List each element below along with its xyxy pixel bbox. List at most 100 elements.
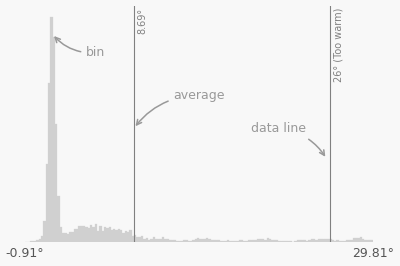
Bar [220, 241, 222, 242]
Bar [122, 233, 125, 242]
Bar [366, 240, 369, 242]
Bar [213, 240, 216, 242]
Bar [278, 241, 280, 242]
Bar [360, 237, 362, 242]
Bar [308, 240, 311, 242]
Bar [60, 227, 62, 242]
Bar [250, 240, 253, 242]
Bar [194, 239, 197, 242]
Bar [132, 236, 134, 242]
Bar [41, 236, 44, 242]
Bar [311, 239, 313, 242]
Bar [153, 237, 155, 242]
Bar [32, 241, 34, 242]
Bar [69, 232, 71, 242]
Bar [211, 240, 213, 242]
Bar [148, 240, 150, 242]
Bar [369, 240, 371, 242]
Bar [232, 241, 234, 242]
Bar [364, 240, 366, 242]
Bar [99, 226, 102, 242]
Text: 8.69°: 8.69° [137, 8, 147, 34]
Text: data line: data line [251, 122, 324, 155]
Bar [150, 239, 153, 242]
Bar [162, 237, 164, 242]
Bar [160, 239, 162, 242]
Bar [58, 197, 60, 242]
Bar [285, 241, 288, 242]
Bar [64, 234, 67, 242]
Bar [55, 124, 58, 242]
Bar [176, 241, 178, 242]
Bar [116, 230, 118, 242]
Bar [332, 240, 334, 242]
Bar [204, 239, 206, 242]
Bar [299, 240, 302, 242]
Bar [262, 239, 264, 242]
Bar [46, 164, 48, 242]
Bar [155, 239, 157, 242]
Bar [264, 240, 266, 242]
Bar [297, 240, 299, 242]
Bar [348, 240, 350, 242]
Bar [36, 240, 39, 242]
Bar [171, 240, 174, 242]
Bar [97, 231, 99, 242]
Bar [322, 239, 325, 242]
Bar [50, 17, 53, 242]
Text: bin: bin [55, 37, 106, 59]
Bar [352, 238, 355, 242]
Bar [136, 238, 139, 242]
Bar [229, 241, 232, 242]
Bar [188, 241, 190, 242]
Bar [218, 240, 220, 242]
Bar [274, 240, 276, 242]
Bar [222, 241, 225, 242]
Bar [125, 231, 127, 242]
Bar [325, 239, 327, 242]
Bar [185, 240, 188, 242]
Bar [276, 240, 278, 242]
Bar [81, 226, 83, 242]
Bar [146, 238, 148, 242]
Bar [208, 239, 211, 242]
Bar [164, 239, 167, 242]
Bar [329, 239, 332, 242]
Bar [120, 230, 122, 242]
Bar [139, 237, 141, 242]
Bar [271, 240, 274, 242]
Bar [257, 239, 260, 242]
Bar [113, 229, 116, 242]
Bar [302, 240, 304, 242]
Bar [44, 222, 46, 242]
Bar [294, 241, 297, 242]
Bar [76, 229, 78, 242]
Bar [88, 228, 90, 242]
Bar [34, 241, 36, 242]
Bar [108, 227, 111, 242]
Bar [67, 234, 69, 242]
Bar [157, 239, 160, 242]
Bar [78, 226, 81, 242]
Bar [169, 240, 171, 242]
Bar [71, 232, 74, 242]
Bar [94, 224, 97, 242]
Bar [39, 239, 41, 242]
Bar [327, 239, 329, 242]
Bar [341, 241, 343, 242]
Bar [199, 239, 202, 242]
Bar [318, 239, 320, 242]
Text: 26° (Too warm): 26° (Too warm) [334, 8, 344, 82]
Bar [180, 241, 183, 242]
Bar [357, 238, 360, 242]
Bar [283, 241, 285, 242]
Bar [130, 230, 132, 242]
Bar [320, 239, 322, 242]
Bar [234, 241, 236, 242]
Bar [134, 235, 136, 242]
Bar [202, 239, 204, 242]
Bar [306, 241, 308, 242]
Bar [167, 239, 169, 242]
Bar [334, 241, 336, 242]
Bar [216, 240, 218, 242]
